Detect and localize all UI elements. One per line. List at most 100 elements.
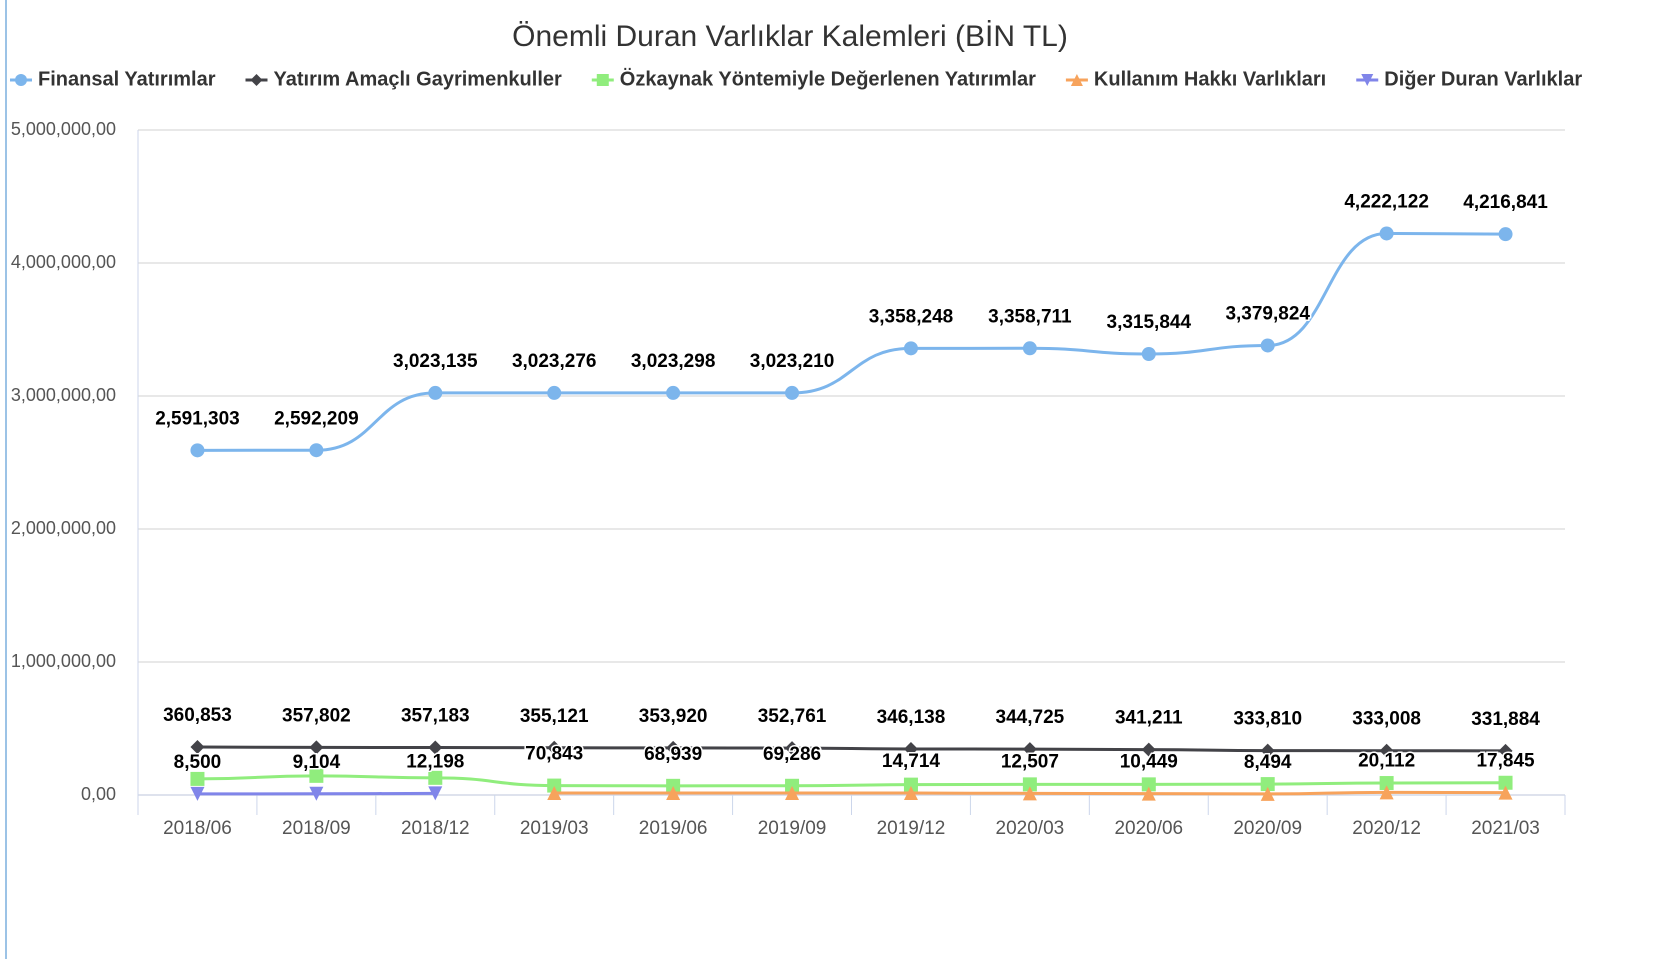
data-label: 69,286	[763, 744, 821, 765]
marker	[666, 385, 681, 400]
data-label: 3,023,135	[393, 351, 478, 372]
marker	[903, 786, 918, 801]
marker	[1070, 74, 1083, 86]
marker	[1141, 346, 1156, 361]
data-label: 14,714	[882, 751, 941, 772]
data-label: 3,358,248	[869, 306, 954, 327]
marker	[903, 341, 918, 356]
marker	[1379, 743, 1394, 758]
x-tick-label: 2021/03	[1471, 818, 1540, 839]
marker	[1260, 777, 1275, 792]
legend-item: Finansal Yatırımlar	[10, 68, 216, 90]
data-label: 3,358,711	[988, 306, 1072, 327]
data-label: 8,494	[1244, 752, 1292, 773]
data-label: 12,198	[406, 751, 464, 772]
legend-item: Yatırım Amaçlı Gayrimenkuller	[245, 68, 562, 90]
data-label: 355,121	[520, 706, 589, 727]
marker	[309, 443, 324, 458]
x-tick-label: 2019/03	[520, 818, 589, 839]
marker	[1022, 742, 1037, 757]
marker	[309, 786, 324, 801]
data-label: 2,592,209	[274, 408, 359, 429]
marker	[596, 74, 609, 86]
marker	[547, 786, 562, 801]
marker	[1498, 227, 1513, 242]
data-label: 360,853	[163, 705, 232, 726]
legend-item: Özkaynak Yöntemiyle Değerlenen Yatırımla…	[591, 67, 1036, 90]
legend-item: Diğer Duran Varlıklar	[1356, 68, 1582, 90]
x-tick-label: 2020/12	[1352, 818, 1421, 839]
data-label: 20,112	[1358, 750, 1415, 771]
data-label: 357,802	[282, 705, 351, 726]
marker	[1141, 777, 1156, 792]
data-label: 3,023,276	[512, 351, 597, 372]
series-line	[197, 745, 1506, 753]
x-tick-label: 2020/06	[1114, 818, 1183, 839]
marker	[428, 740, 443, 755]
x-tick-label: 2018/12	[401, 818, 470, 839]
data-label: 357,183	[401, 706, 470, 727]
data-label: 68,939	[644, 744, 702, 765]
data-label: 333,810	[1233, 709, 1302, 730]
marker	[309, 768, 324, 783]
marker	[190, 443, 205, 458]
marker	[785, 385, 800, 400]
y-tick-label: 1,000,000,00	[11, 651, 116, 671]
data-label: 2,591,303	[155, 408, 240, 429]
legend-label: Diğer Duran Varlıklar	[1384, 68, 1582, 90]
y-tick-label: 4,000,000,00	[11, 252, 116, 272]
legend-label: Kullanım Hakkı Varlıkları	[1094, 68, 1326, 90]
marker	[1022, 786, 1037, 801]
marker	[15, 74, 27, 86]
marker	[428, 786, 443, 801]
marker	[785, 778, 800, 793]
marker	[903, 777, 918, 792]
data-label: 341,211	[1115, 708, 1183, 729]
marker	[428, 770, 443, 785]
data-label: 10,449	[1120, 752, 1178, 773]
data-label: 353,920	[639, 706, 708, 727]
marker	[1498, 785, 1513, 800]
x-tick-label: 2019/09	[758, 818, 827, 839]
data-label: 346,138	[877, 707, 946, 728]
chart-title: Önemli Duran Varlıklar Kalemleri (BİN TL…	[512, 20, 1068, 53]
data-label: 70,843	[525, 744, 583, 765]
y-tick-label: 2,000,000,00	[11, 518, 116, 538]
x-tick-label: 2019/12	[877, 818, 946, 839]
series-line	[197, 774, 1506, 788]
marker	[1379, 226, 1394, 241]
legend-label: Özkaynak Yöntemiyle Değerlenen Yatırımla…	[620, 67, 1036, 90]
legend-label: Yatırım Amaçlı Gayrimenkuller	[274, 68, 562, 90]
marker	[785, 786, 800, 801]
marker	[190, 740, 205, 755]
marker	[1361, 74, 1374, 86]
marker	[1498, 743, 1513, 758]
legend-item: Kullanım Hakkı Varlıkları	[1065, 68, 1326, 90]
x-tick-label: 2018/09	[282, 818, 351, 839]
marker	[1260, 786, 1275, 801]
data-label: 331,884	[1471, 709, 1540, 730]
data-label: 4,222,122	[1344, 191, 1429, 212]
marker	[1141, 742, 1156, 757]
y-tick-label: 0,00	[81, 784, 116, 804]
marker	[1022, 777, 1037, 792]
marker	[1498, 775, 1513, 790]
marker	[547, 740, 562, 755]
data-label: 352,761	[758, 706, 827, 727]
marker	[666, 786, 681, 801]
x-tick-label: 2019/06	[639, 818, 708, 839]
data-label: 3,023,298	[631, 351, 716, 372]
marker	[547, 778, 562, 793]
marker	[666, 778, 681, 793]
marker	[309, 740, 324, 755]
data-label: 4,216,841	[1463, 192, 1548, 213]
data-label: 8,500	[174, 752, 222, 773]
x-tick-label: 2018/06	[163, 818, 232, 839]
series-line	[197, 231, 1506, 452]
marker	[1141, 786, 1156, 801]
marker	[547, 385, 562, 400]
marker	[1379, 785, 1394, 800]
data-label: 12,507	[1001, 751, 1059, 772]
marker	[1022, 341, 1037, 356]
